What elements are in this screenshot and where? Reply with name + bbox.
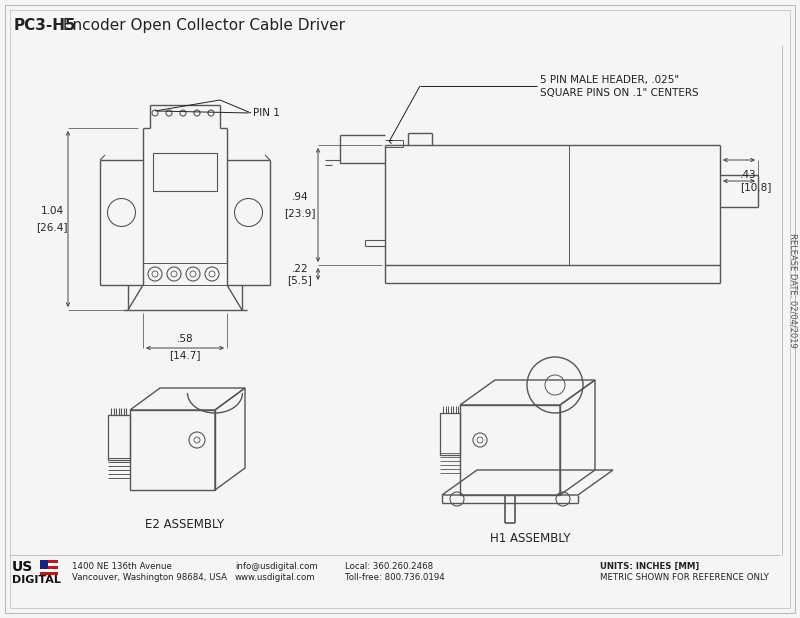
Text: RELEASE DATE: 02/04/2019: RELEASE DATE: 02/04/2019	[789, 232, 798, 347]
Bar	[40, 560, 48, 569]
Bar	[153, 153, 217, 191]
Text: METRIC SHOWN FOR REFERENCE ONLY: METRIC SHOWN FOR REFERENCE ONLY	[600, 573, 769, 582]
Bar	[440, 413, 460, 455]
Text: [23.9]: [23.9]	[284, 208, 316, 218]
Text: .43: .43	[740, 170, 757, 180]
Text: 1400 NE 136th Avenue: 1400 NE 136th Avenue	[72, 562, 172, 571]
Text: PC3-H5: PC3-H5	[14, 18, 77, 33]
Text: SQUARE PINS ON .1" CENTERS: SQUARE PINS ON .1" CENTERS	[540, 88, 698, 98]
Text: 1.04: 1.04	[41, 206, 63, 216]
Text: Toll-free: 800.736.0194: Toll-free: 800.736.0194	[345, 573, 445, 582]
Text: Encoder Open Collector Cable Driver: Encoder Open Collector Cable Driver	[58, 18, 345, 33]
Text: [26.4]: [26.4]	[36, 222, 68, 232]
Bar	[40, 569, 58, 572]
Text: UNITS: INCHES [MM]: UNITS: INCHES [MM]	[600, 562, 699, 571]
Text: 5 PIN MALE HEADER, .025": 5 PIN MALE HEADER, .025"	[540, 75, 679, 85]
Bar	[40, 572, 58, 575]
Text: .22: .22	[292, 264, 308, 274]
Text: .58: .58	[177, 334, 194, 344]
Text: www.usdigital.com: www.usdigital.com	[235, 573, 316, 582]
Text: Vancouver, Washington 98684, USA: Vancouver, Washington 98684, USA	[72, 573, 227, 582]
Text: Local: 360.260.2468: Local: 360.260.2468	[345, 562, 433, 571]
Text: E2 ASSEMBLY: E2 ASSEMBLY	[146, 519, 225, 531]
Bar	[40, 563, 58, 566]
Text: [14.7]: [14.7]	[170, 350, 201, 360]
Text: PIN 1: PIN 1	[253, 108, 280, 118]
Bar	[40, 566, 58, 569]
Bar	[40, 560, 58, 563]
Bar	[460, 405, 560, 495]
Bar	[130, 410, 215, 490]
Bar	[108, 415, 130, 460]
Text: [5.5]: [5.5]	[287, 275, 313, 285]
Text: [10.8]: [10.8]	[740, 182, 771, 192]
Text: US: US	[12, 560, 34, 574]
Text: info@usdigital.com: info@usdigital.com	[235, 562, 318, 571]
Text: H1 ASSEMBLY: H1 ASSEMBLY	[490, 531, 570, 544]
Text: .94: .94	[292, 192, 308, 202]
Text: DIGITAL: DIGITAL	[12, 575, 61, 585]
